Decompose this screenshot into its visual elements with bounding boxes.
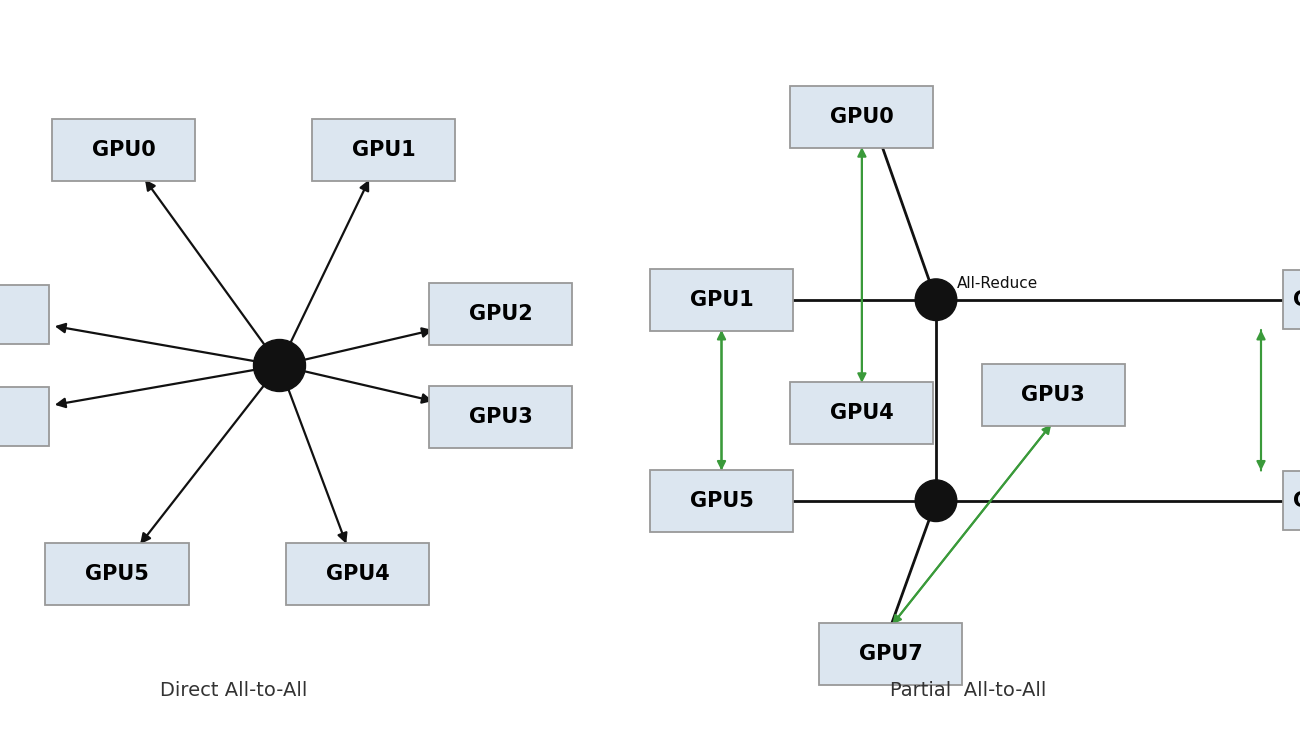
- Text: GPU5: GPU5: [84, 564, 150, 584]
- Ellipse shape: [915, 279, 957, 320]
- FancyBboxPatch shape: [429, 386, 572, 447]
- Text: GPU4: GPU4: [829, 403, 894, 423]
- FancyBboxPatch shape: [790, 86, 933, 148]
- FancyBboxPatch shape: [312, 119, 455, 181]
- FancyBboxPatch shape: [790, 382, 933, 444]
- Text: Direct All-to-All: Direct All-to-All: [160, 681, 308, 700]
- FancyBboxPatch shape: [650, 469, 793, 532]
- FancyBboxPatch shape: [286, 542, 429, 605]
- Text: GPU3: GPU3: [468, 406, 533, 427]
- Text: GPU0: GPU0: [91, 140, 156, 160]
- FancyBboxPatch shape: [52, 119, 195, 181]
- Text: Partial  All-to-All: Partial All-to-All: [891, 681, 1046, 700]
- Text: GPU2: GPU2: [468, 304, 533, 325]
- Text: GPU0: GPU0: [829, 107, 894, 127]
- Text: GPU5: GPU5: [689, 491, 754, 511]
- FancyBboxPatch shape: [0, 387, 49, 446]
- Text: GPU: GPU: [1294, 491, 1300, 511]
- Ellipse shape: [254, 339, 306, 392]
- FancyBboxPatch shape: [819, 623, 962, 686]
- Text: GPU1: GPU1: [689, 289, 754, 310]
- FancyBboxPatch shape: [1283, 270, 1300, 329]
- Text: All-Reduce: All-Reduce: [957, 276, 1037, 291]
- Text: GPU4: GPU4: [325, 564, 390, 584]
- Text: GPU3: GPU3: [1020, 385, 1086, 405]
- FancyBboxPatch shape: [650, 269, 793, 330]
- FancyBboxPatch shape: [46, 542, 188, 605]
- Text: GPU1: GPU1: [351, 140, 416, 160]
- FancyBboxPatch shape: [429, 284, 572, 346]
- Text: GPU7: GPU7: [858, 644, 923, 664]
- FancyBboxPatch shape: [982, 363, 1124, 425]
- FancyBboxPatch shape: [1283, 471, 1300, 531]
- Ellipse shape: [915, 480, 957, 521]
- Text: GPU: GPU: [1294, 289, 1300, 310]
- FancyBboxPatch shape: [0, 285, 49, 344]
